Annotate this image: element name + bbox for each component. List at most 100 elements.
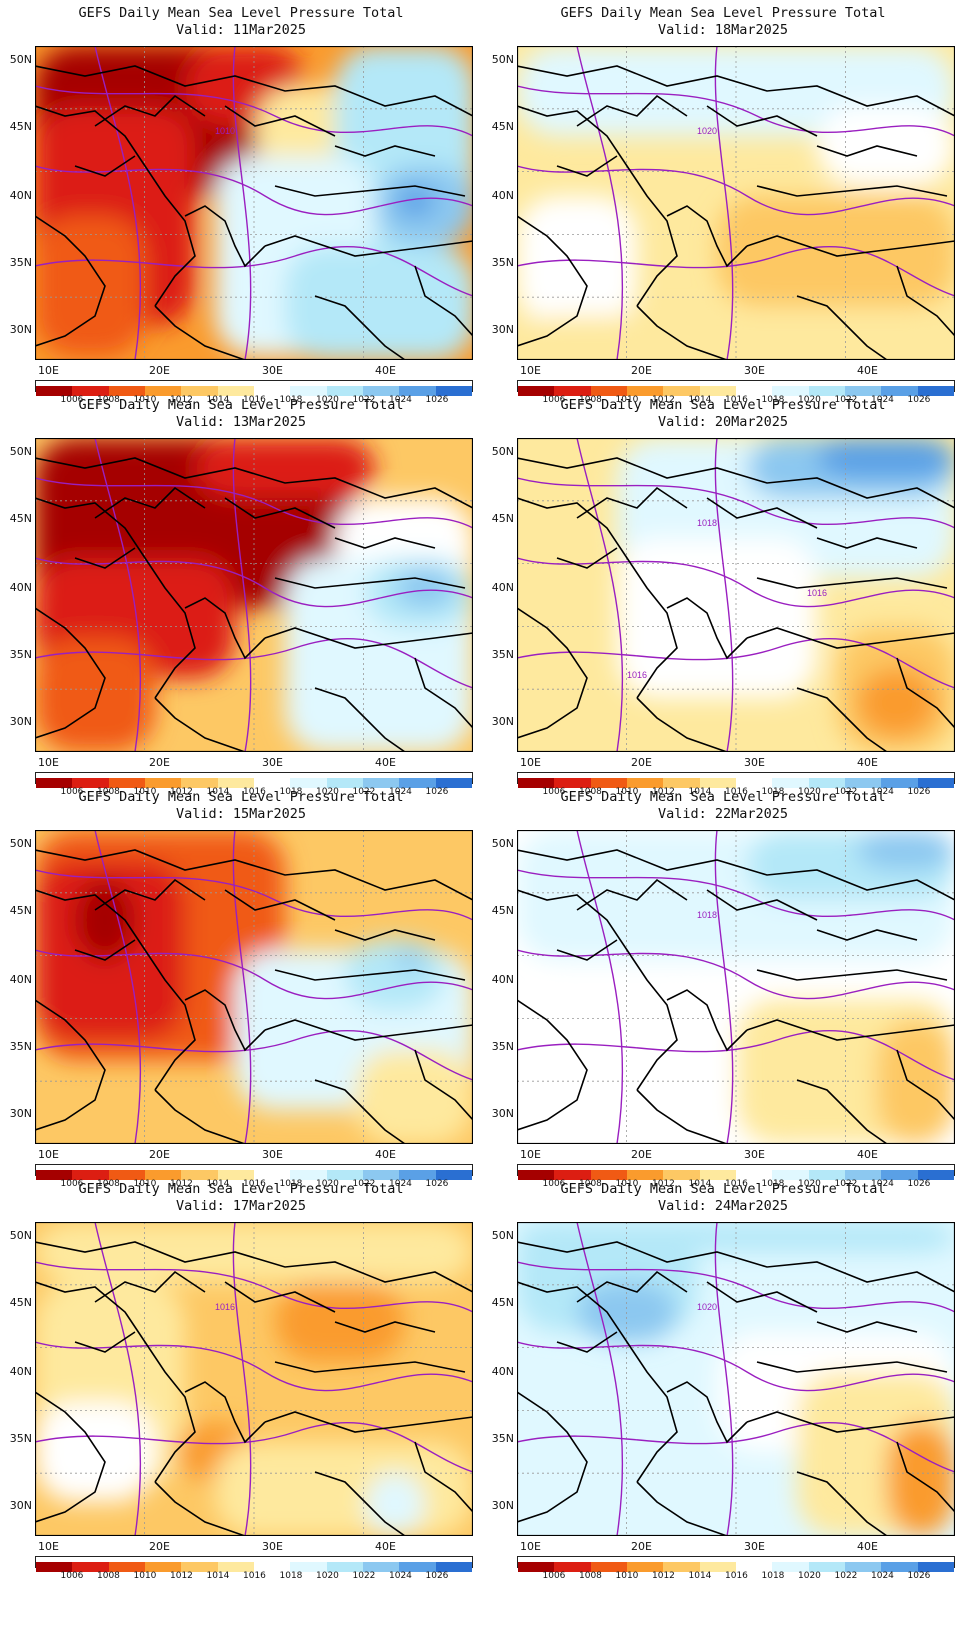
colorbar-label: 1018 xyxy=(279,1179,303,1189)
colorbar-swatch xyxy=(399,386,436,396)
colorbar-swatch xyxy=(399,1170,436,1180)
colorbar-swatch xyxy=(917,1562,954,1572)
colorbar-swatch xyxy=(253,778,291,788)
lat-label: 30N xyxy=(9,323,32,336)
colorbar-label: 1010 xyxy=(615,395,639,405)
colorbar-swatch xyxy=(144,1562,182,1572)
lon-label: 40E xyxy=(857,364,878,377)
lon-label: 40E xyxy=(857,756,878,769)
colorbar-label: 1008 xyxy=(97,1179,120,1189)
lon-label: 20E xyxy=(149,756,170,769)
colorbar-label: 1022 xyxy=(352,1571,376,1581)
pressure-map xyxy=(35,830,473,1144)
colorbar-label: 1026 xyxy=(425,1571,449,1581)
colorbar-label: 1026 xyxy=(425,395,449,405)
colorbar-swatch xyxy=(554,1562,591,1572)
colorbar-swatch xyxy=(36,778,73,788)
colorbar-label: 1024 xyxy=(871,395,894,405)
colorbar-label: 1008 xyxy=(97,395,120,405)
colorbar xyxy=(35,1164,473,1180)
colorbar-swatch xyxy=(181,1562,218,1572)
colorbar-swatch xyxy=(626,1562,664,1572)
colorbar xyxy=(35,772,473,788)
lat-label: 50N xyxy=(491,53,514,66)
lat-label: 40N xyxy=(9,1365,32,1378)
lon-label: 20E xyxy=(149,1540,170,1553)
colorbar-swatch xyxy=(108,778,145,788)
colorbar-label: 1014 xyxy=(688,1179,712,1189)
colorbar-label: 1014 xyxy=(206,787,230,797)
lat-label: 35N xyxy=(491,1432,514,1445)
colorbar-swatch xyxy=(326,1562,363,1572)
contour-label: 1016 xyxy=(627,670,648,680)
lon-label: 40E xyxy=(375,756,396,769)
panel-title: GEFS Daily Mean Sea Level Pressure Total xyxy=(78,789,404,805)
lat-label: 50N xyxy=(491,837,514,850)
panel-title: GEFS Daily Mean Sea Level Pressure Total xyxy=(560,1181,886,1197)
colorbar-label: 1022 xyxy=(834,787,858,797)
panel-valid-date: Valid: 17Mar2025 xyxy=(175,1198,307,1214)
colorbar-label: 1018 xyxy=(761,395,785,405)
colorbar-label: 1010 xyxy=(133,395,157,405)
colorbar-label: 1020 xyxy=(316,1571,339,1581)
lat-label: 50N xyxy=(491,1229,514,1242)
colorbar-label: 1024 xyxy=(871,1571,894,1581)
colorbar-label: 1026 xyxy=(907,1179,931,1189)
lon-label: 20E xyxy=(149,364,170,377)
colorbar-label: 1014 xyxy=(206,1571,230,1581)
colorbar-label: 1018 xyxy=(761,787,785,797)
colorbar-swatch xyxy=(362,1170,400,1180)
lon-label: 10E xyxy=(38,1148,59,1161)
colorbar-swatch xyxy=(881,1562,918,1572)
colorbar-label: 1020 xyxy=(316,1179,339,1189)
colorbar-label: 1014 xyxy=(688,395,712,405)
lat-label: 40N xyxy=(491,973,514,986)
colorbar-label: 1010 xyxy=(615,1179,639,1189)
colorbar-swatch xyxy=(181,386,218,396)
colorbar-swatch xyxy=(554,386,591,396)
colorbar-swatch xyxy=(362,386,400,396)
colorbar-swatch xyxy=(181,778,218,788)
map-panel: GEFS Daily Mean Sea Level Pressure Total… xyxy=(0,1176,482,1586)
colorbar-swatch xyxy=(108,386,145,396)
lon-label: 10E xyxy=(38,1540,59,1553)
colorbar-swatch xyxy=(554,778,591,788)
colorbar-swatch xyxy=(362,778,400,788)
contour-label: 1018 xyxy=(697,910,718,920)
colorbar-label: 1016 xyxy=(243,395,266,405)
lat-label: 50N xyxy=(9,837,32,850)
colorbar-label: 1012 xyxy=(652,1179,675,1189)
colorbar-swatch xyxy=(590,386,627,396)
colorbar-label: 1016 xyxy=(243,1179,266,1189)
colorbar-label: 1008 xyxy=(579,1571,602,1581)
colorbar-label: 1024 xyxy=(871,787,894,797)
colorbar-swatch xyxy=(844,1170,882,1180)
lon-label: 10E xyxy=(38,756,59,769)
lat-label: 35N xyxy=(9,256,32,269)
lon-label: 20E xyxy=(631,1540,652,1553)
colorbar-label: 1014 xyxy=(688,787,712,797)
colorbar-swatch xyxy=(590,1170,627,1180)
colorbar-swatch xyxy=(290,386,327,396)
lon-label: 30E xyxy=(744,1540,765,1553)
pressure-map xyxy=(517,1222,955,1536)
lon-label: 10E xyxy=(520,1148,541,1161)
colorbar-label: 1026 xyxy=(425,787,449,797)
colorbar-label: 1006 xyxy=(542,395,566,405)
colorbar-label: 1026 xyxy=(425,1179,449,1189)
lat-label: 45N xyxy=(9,512,32,525)
colorbar-label: 1016 xyxy=(725,787,748,797)
pressure-map xyxy=(517,830,955,1144)
colorbar-swatch xyxy=(144,386,182,396)
contour-label: 1010 xyxy=(215,126,236,136)
panel-title: GEFS Daily Mean Sea Level Pressure Total xyxy=(78,1181,404,1197)
panel-valid-date: Valid: 11Mar2025 xyxy=(175,22,307,38)
lon-label: 30E xyxy=(744,756,765,769)
lat-label: 50N xyxy=(9,445,32,458)
map-panel: GEFS Daily Mean Sea Level Pressure Total… xyxy=(482,0,964,410)
contour-label: 1020 xyxy=(697,126,718,136)
colorbar-label: 1006 xyxy=(60,1571,84,1581)
lon-label: 10E xyxy=(38,364,59,377)
colorbar-label: 1006 xyxy=(542,787,566,797)
lon-label: 40E xyxy=(375,1148,396,1161)
